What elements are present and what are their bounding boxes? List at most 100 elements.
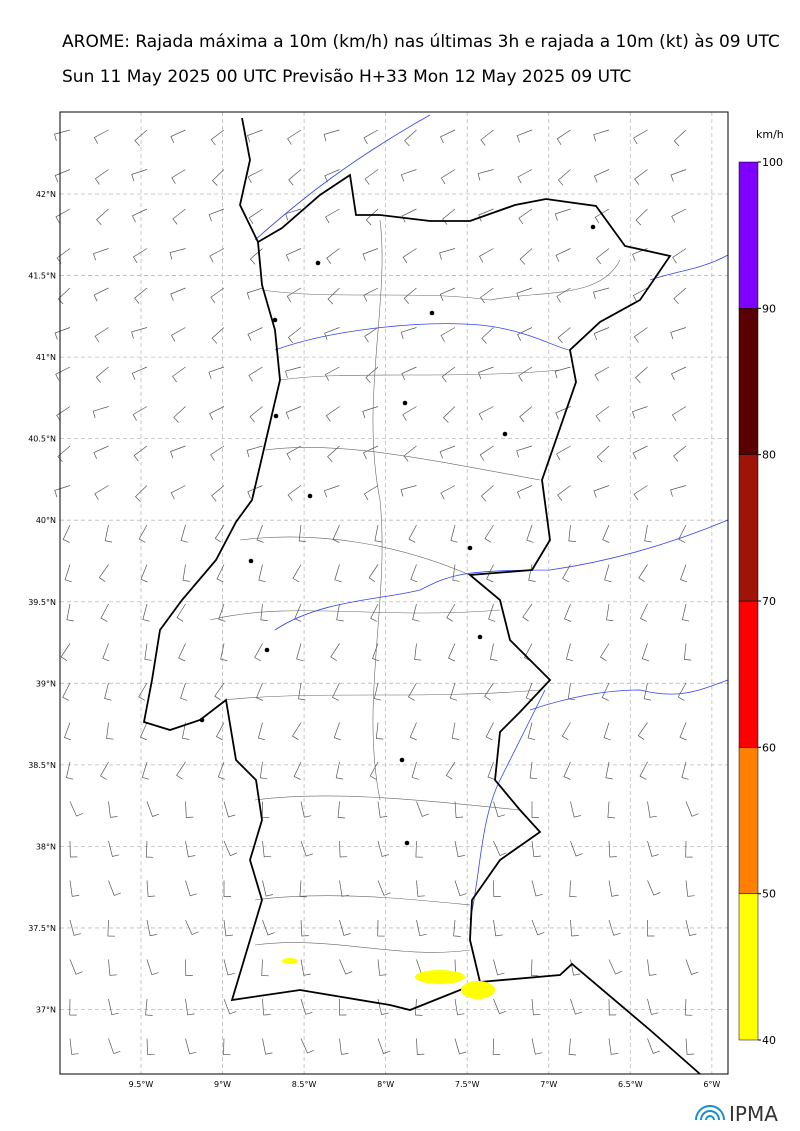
- wind-barb: [568, 1038, 577, 1056]
- wind-barb: [484, 682, 494, 701]
- wind-barb: [336, 603, 344, 622]
- wind-barb: [526, 524, 534, 543]
- wind-barb: [287, 129, 302, 145]
- wind-barb: [440, 169, 456, 185]
- wind-barb: [531, 840, 541, 858]
- wind-barb: [640, 603, 648, 622]
- wind-barb: [415, 998, 423, 1016]
- wind-barb: [416, 801, 429, 817]
- wind-barb: [145, 998, 153, 1016]
- lat-label: 37.5°N: [28, 924, 56, 933]
- wind-barb: [247, 129, 263, 143]
- wind-barb: [400, 327, 417, 340]
- wind-barb: [259, 761, 268, 780]
- wind-barb: [363, 129, 379, 145]
- wind-barb: [93, 129, 109, 144]
- colorbar-unit: km/h: [756, 128, 784, 141]
- wind-barb: [54, 129, 71, 141]
- wind-barb: [220, 643, 228, 661]
- wind-barb: [185, 959, 193, 976]
- wind-barb: [529, 761, 538, 780]
- wind-barb: [401, 208, 417, 223]
- district-borders: [209, 219, 621, 953]
- wind-barb: [531, 919, 545, 936]
- wind-barb: [185, 840, 196, 858]
- wind-barb: [409, 722, 417, 741]
- wind-barb: [531, 801, 539, 818]
- wind-barb: [685, 919, 697, 937]
- wind-barb: [402, 248, 417, 264]
- lat-label: 37°N: [36, 1006, 56, 1015]
- wind-barb: [145, 840, 154, 858]
- map-frame: [59, 111, 729, 1075]
- wind-barb: [60, 643, 71, 661]
- wind-barb: [299, 880, 307, 898]
- wind-barb: [400, 485, 417, 497]
- wind-barb: [685, 801, 699, 817]
- wind-barb: [416, 919, 427, 937]
- lon-label: 6.5°W: [618, 1080, 643, 1089]
- wind-barb: [400, 169, 417, 182]
- wind-barb: [185, 1038, 197, 1055]
- wind-barb: [377, 840, 389, 857]
- wind-barb: [377, 880, 391, 896]
- wind-barb: [262, 840, 272, 858]
- wind-barb: [363, 485, 379, 501]
- wind-barb: [339, 919, 351, 936]
- colorbar-label: 90: [762, 302, 776, 315]
- wind-barb: [223, 840, 237, 857]
- wind-barb: [493, 840, 507, 857]
- wind-barb: [593, 485, 610, 498]
- wind-barb: [286, 445, 302, 461]
- wind-barb: [644, 524, 652, 543]
- wind-barb: [403, 445, 417, 462]
- wind-barb: [104, 524, 113, 543]
- wind-barb: [673, 287, 687, 305]
- wind-barb: [480, 129, 494, 146]
- wind-barb: [480, 485, 494, 502]
- wind-barb: [140, 564, 148, 583]
- wind-barb: [670, 485, 687, 497]
- wind-barb: [327, 445, 340, 463]
- wind-barb: [377, 1038, 391, 1054]
- colorbar-band: [738, 600, 759, 748]
- wind-barb: [634, 169, 648, 185]
- wind-barb: [262, 1038, 273, 1055]
- wind-barb: [212, 169, 225, 186]
- wind-barb: [330, 643, 340, 661]
- wind-barb: [92, 406, 109, 419]
- wind-barb: [138, 524, 148, 543]
- wind-barb: [608, 959, 623, 975]
- wind-barb: [333, 722, 342, 741]
- wind-barb: [300, 919, 309, 937]
- wind-barb: [479, 445, 494, 461]
- wind-barb: [454, 801, 464, 818]
- wind-barb: [516, 287, 533, 300]
- wind-barb: [451, 722, 460, 740]
- wind-barb: [214, 524, 225, 543]
- wind-barb: [287, 485, 302, 501]
- wind-barb: [254, 643, 263, 662]
- wind-barb: [64, 722, 72, 741]
- wind-barb: [632, 445, 648, 460]
- wind-barb: [486, 564, 494, 583]
- wind-barb: [647, 840, 659, 857]
- wind-barb: [607, 801, 615, 819]
- wind-barb: [108, 801, 118, 818]
- wind-barb: [478, 406, 494, 421]
- wind-barb: [260, 603, 268, 621]
- wind-barb: [565, 643, 574, 662]
- lon-label: 8.5°W: [292, 1080, 317, 1089]
- wind-barb: [604, 564, 612, 583]
- wind-barb: [363, 445, 379, 460]
- wind-barb: [670, 327, 687, 340]
- wind-barb: [134, 287, 148, 304]
- wind-barb: [562, 564, 571, 583]
- wind-barb: [169, 248, 186, 260]
- wind-barb: [603, 722, 611, 741]
- wind-barb: [608, 880, 619, 897]
- wind-barb: [685, 1038, 695, 1055]
- wind-barb: [647, 998, 659, 1015]
- wind-barb: [66, 603, 74, 622]
